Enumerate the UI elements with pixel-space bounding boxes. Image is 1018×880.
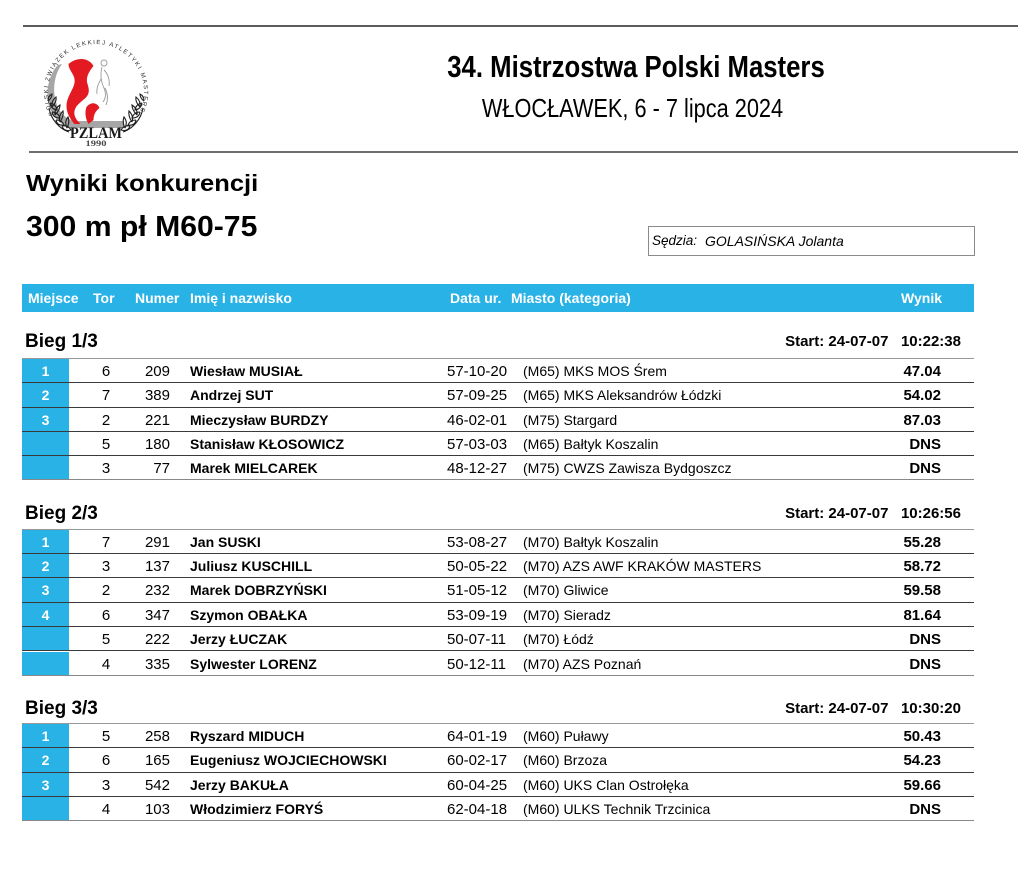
svg-text:1990: 1990 — [86, 139, 107, 148]
svg-text:PZLAM: PZLAM — [70, 125, 122, 142]
